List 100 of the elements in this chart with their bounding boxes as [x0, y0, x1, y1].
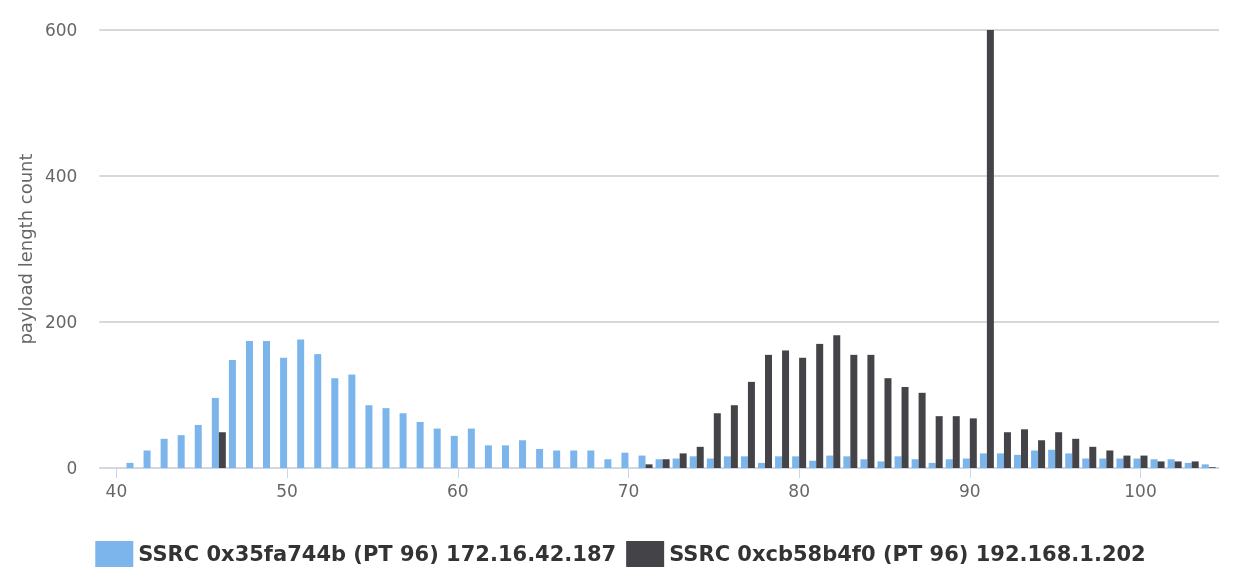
bar	[679, 453, 687, 468]
bar	[713, 413, 721, 468]
y-tick-label: 400	[44, 166, 78, 186]
bar	[689, 456, 697, 468]
bar	[553, 450, 561, 468]
bar	[587, 450, 595, 468]
bar	[143, 450, 151, 468]
bar	[245, 340, 253, 468]
bar	[764, 354, 772, 468]
bar	[570, 450, 578, 468]
bar	[775, 456, 783, 468]
y-axis-title: payload length count	[14, 153, 36, 345]
bar	[782, 350, 790, 468]
bar	[399, 413, 407, 468]
bar	[884, 378, 892, 468]
bar	[604, 459, 612, 468]
bar	[433, 428, 441, 468]
bar	[799, 357, 807, 468]
bar	[962, 458, 970, 468]
bar	[211, 397, 219, 468]
bar	[1072, 438, 1080, 468]
bar	[1003, 432, 1011, 468]
x-tick-label: 70	[617, 480, 640, 501]
bar	[365, 405, 373, 468]
x-tick-label: 100	[1124, 480, 1157, 501]
bar	[655, 459, 663, 468]
bar	[1014, 454, 1022, 468]
bar	[996, 453, 1004, 468]
bar	[621, 452, 629, 468]
bar	[662, 459, 670, 468]
bar	[1123, 455, 1131, 468]
bar	[1157, 461, 1165, 468]
bar	[638, 455, 646, 468]
bar	[1191, 461, 1199, 468]
bar	[177, 435, 185, 468]
bar	[467, 428, 475, 468]
y-tick-label: 0	[66, 458, 78, 478]
bar	[297, 339, 305, 468]
bar	[979, 453, 987, 468]
bar	[348, 374, 356, 468]
bar	[1031, 450, 1039, 468]
bar	[263, 340, 271, 468]
bar	[986, 30, 994, 468]
bar	[501, 445, 509, 468]
bar	[126, 462, 134, 468]
bar	[228, 359, 236, 468]
bar	[450, 435, 458, 468]
bar	[1055, 432, 1063, 468]
bar	[416, 422, 424, 468]
bar	[911, 459, 919, 468]
bar	[747, 381, 755, 468]
bar	[1021, 429, 1029, 468]
bar	[218, 432, 226, 468]
bar	[1174, 461, 1182, 468]
bar	[314, 354, 322, 468]
bar	[833, 335, 841, 468]
bar	[1038, 440, 1046, 468]
bar	[945, 459, 953, 468]
bar	[723, 456, 731, 468]
bar	[1184, 462, 1192, 468]
bar	[792, 456, 800, 468]
bar	[519, 440, 527, 468]
bar	[928, 462, 936, 468]
bar	[1089, 446, 1097, 468]
bar	[809, 460, 817, 468]
bar	[894, 456, 902, 468]
bar	[816, 343, 824, 468]
bar	[1082, 458, 1090, 468]
bar	[918, 392, 926, 468]
bar	[536, 449, 544, 468]
bar	[280, 357, 288, 468]
bar	[645, 464, 653, 468]
bar	[1140, 455, 1148, 468]
x-tick-label: 80	[788, 480, 810, 501]
bar	[757, 462, 765, 468]
bar	[901, 386, 909, 468]
bar	[730, 405, 738, 468]
bar	[1201, 464, 1209, 468]
x-tick-label: 60	[446, 480, 469, 501]
bar	[1150, 459, 1158, 468]
bar	[1048, 449, 1056, 468]
bar	[1099, 458, 1107, 468]
bar	[877, 461, 885, 468]
bar	[969, 418, 977, 468]
legend-label: SSRC 0x35fa744b (PT 96) 172.16.42.187	[138, 542, 617, 566]
bar	[740, 456, 748, 468]
bar	[860, 459, 868, 468]
bar	[706, 458, 714, 468]
bar	[843, 456, 851, 468]
bar	[850, 354, 858, 468]
bar	[331, 378, 339, 468]
bar	[382, 408, 390, 468]
bar	[1106, 450, 1114, 468]
y-tick-label: 200	[44, 312, 78, 332]
bar	[867, 354, 875, 468]
bar	[484, 445, 492, 468]
legend-label: SSRC 0xcb58b4f0 (PT 96) 192.168.1.202	[669, 542, 1146, 566]
bar	[672, 458, 680, 468]
bar	[1167, 459, 1175, 468]
x-tick-label: 50	[276, 480, 298, 501]
